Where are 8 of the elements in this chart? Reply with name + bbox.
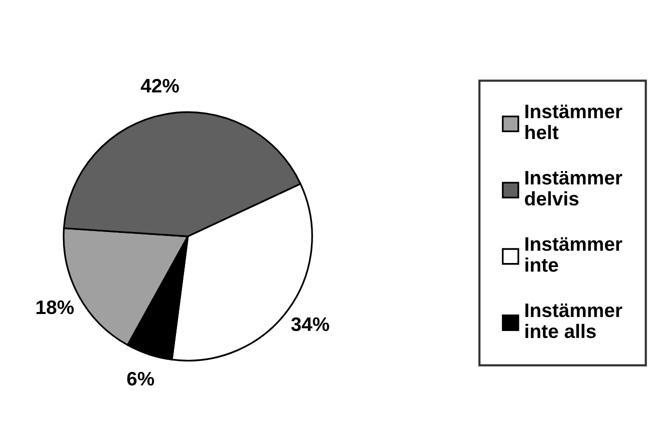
data-label: 6% — [127, 372, 154, 386]
data-label: 18% — [36, 300, 74, 314]
legend-label: Instämmer helt — [525, 104, 622, 140]
data-label: 42% — [140, 78, 179, 93]
data-label: 34% — [291, 317, 330, 332]
legend-label: Instämmer delvis — [524, 170, 622, 206]
legend-label: Instämmer inte — [525, 237, 622, 272]
legend-label: Instämmer inte alls — [525, 304, 622, 338]
